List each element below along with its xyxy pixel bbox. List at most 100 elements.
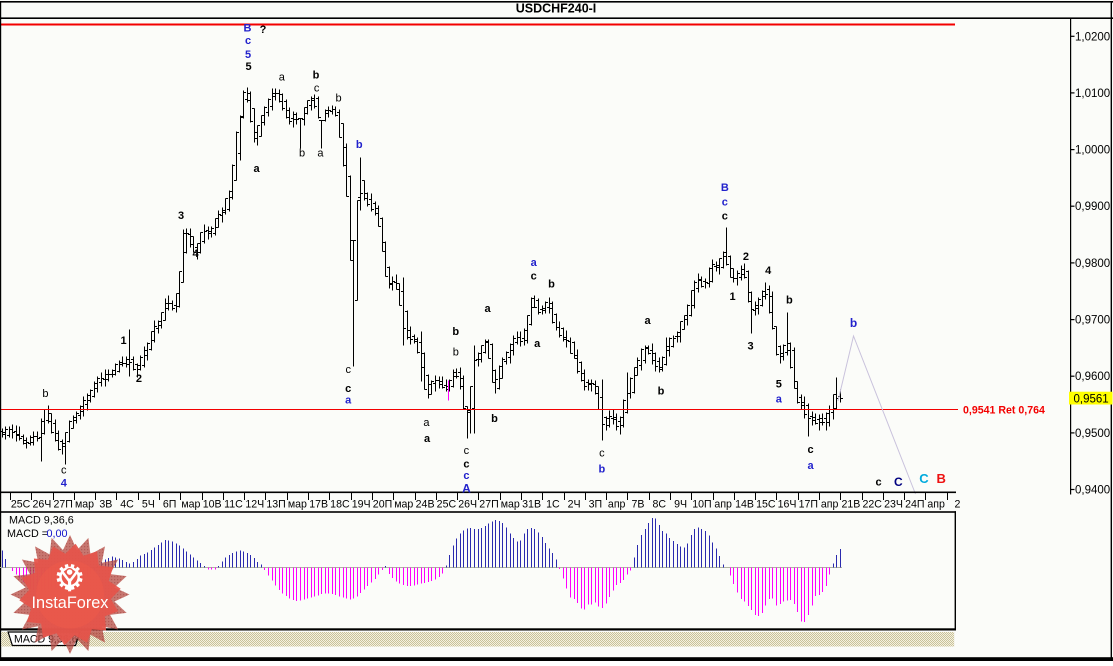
svg-text:5: 5 [245, 49, 251, 61]
svg-text:a: a [808, 460, 815, 472]
svg-text:c: c [463, 459, 469, 471]
svg-text:b: b [658, 386, 665, 398]
svg-text:25С: 25С [437, 499, 457, 511]
svg-text:MACD 9,36,6: MACD 9,36,6 [9, 515, 74, 527]
svg-text:апр: апр [927, 499, 945, 511]
svg-text:c: c [722, 196, 728, 208]
svg-text:a: a [531, 257, 538, 269]
svg-text:B: B [721, 182, 729, 194]
svg-text:c: c [345, 383, 351, 395]
svg-text:a: a [485, 303, 492, 315]
svg-text:c: c [876, 477, 882, 489]
svg-text:a: a [317, 148, 324, 160]
svg-text:0,9800: 0,9800 [1075, 258, 1110, 270]
svg-text:6П: 6П [163, 499, 177, 511]
svg-text:InstaForex: InstaForex [32, 594, 109, 612]
svg-text:0,9541 Ret 0,764: 0,9541 Ret 0,764 [963, 404, 1045, 416]
svg-text:b: b [548, 279, 555, 291]
svg-text:1: 1 [729, 291, 735, 303]
svg-text:5: 5 [245, 61, 251, 73]
svg-text:5: 5 [776, 379, 782, 391]
svg-text:мар: мар [75, 499, 94, 511]
svg-text:2: 2 [954, 499, 960, 511]
svg-text:20П: 20П [373, 499, 392, 511]
svg-text:26Ч: 26Ч [32, 499, 51, 511]
svg-text:b: b [42, 388, 48, 400]
svg-text:c: c [314, 83, 320, 95]
svg-text:c: c [345, 364, 351, 376]
svg-text:24П: 24П [905, 499, 924, 511]
svg-text:1С: 1С [546, 499, 560, 511]
svg-text:b: b [335, 92, 341, 104]
svg-text:мар: мар [288, 499, 307, 511]
svg-text:c: c [463, 470, 469, 482]
svg-text:b: b [313, 69, 320, 81]
svg-text:3: 3 [747, 340, 753, 352]
svg-text:0,00: 0,00 [47, 528, 68, 540]
svg-text:14В: 14В [735, 499, 754, 511]
svg-text:0,9561: 0,9561 [1074, 393, 1109, 405]
svg-text:мар: мар [394, 499, 413, 511]
svg-text:1: 1 [121, 335, 127, 347]
svg-text:B: B [937, 471, 946, 486]
svg-text:b: b [599, 463, 606, 475]
svg-text:10П: 10П [692, 499, 711, 511]
svg-text:b: b [356, 139, 363, 151]
svg-text:0,9500: 0,9500 [1075, 428, 1110, 440]
svg-text:b: b [453, 347, 459, 359]
svg-text:c: c [464, 445, 470, 457]
svg-text:1,0200: 1,0200 [1075, 31, 1110, 43]
svg-text:c: c [531, 270, 537, 282]
svg-text:3: 3 [178, 210, 184, 222]
svg-text:8С: 8С [653, 499, 667, 511]
svg-text:c: c [61, 465, 67, 477]
svg-text:a: a [279, 71, 286, 83]
svg-text:?: ? [260, 24, 267, 36]
svg-text:0,9400: 0,9400 [1075, 485, 1110, 497]
svg-text:17П: 17П [799, 499, 818, 511]
svg-text:18С: 18С [330, 499, 350, 511]
svg-text:a: a [423, 417, 430, 429]
svg-text:4: 4 [765, 265, 772, 277]
svg-text:0,9700: 0,9700 [1075, 315, 1110, 327]
svg-text:15С: 15С [756, 499, 776, 511]
svg-text:12Ч: 12Ч [245, 499, 264, 511]
svg-text:2: 2 [743, 251, 749, 263]
svg-text:9Ч: 9Ч [674, 499, 687, 511]
svg-text:7В: 7В [632, 499, 645, 511]
svg-text:21В: 21В [841, 499, 860, 511]
svg-text:C: C [919, 471, 929, 486]
svg-text:4С: 4С [120, 499, 134, 511]
svg-text:B: B [244, 23, 252, 35]
svg-text:мар: мар [181, 499, 200, 511]
svg-text:16Ч: 16Ч [778, 499, 797, 511]
svg-text:19Ч: 19Ч [352, 499, 371, 511]
svg-text:USDCHF240-I: USDCHF240-I [516, 2, 597, 16]
svg-text:a: a [345, 395, 352, 407]
svg-text:b: b [299, 148, 305, 160]
svg-text:b: b [850, 316, 857, 330]
svg-text:3П: 3П [589, 499, 603, 511]
svg-text:2: 2 [136, 373, 142, 385]
svg-text:a: a [253, 163, 260, 175]
svg-text:11С: 11С [224, 499, 243, 511]
svg-text:27П: 27П [479, 499, 498, 511]
svg-text:a: a [424, 433, 431, 445]
svg-text:27П: 27П [53, 499, 72, 511]
svg-text:апр: апр [608, 499, 626, 511]
svg-text:a: a [645, 315, 652, 327]
svg-text:c: c [808, 444, 814, 456]
svg-text:31В: 31В [522, 499, 541, 511]
svg-text:2Ч: 2Ч [568, 499, 581, 511]
svg-text:23Ч: 23Ч [884, 499, 903, 511]
svg-text:3В: 3В [99, 499, 112, 511]
svg-text:4: 4 [192, 248, 199, 260]
svg-text:25С: 25С [11, 499, 31, 511]
svg-text:a: a [534, 338, 541, 350]
svg-text:5Ч: 5Ч [142, 499, 155, 511]
svg-text:1,0000: 1,0000 [1075, 145, 1110, 157]
svg-text:a: a [776, 394, 783, 406]
svg-text:1,0100: 1,0100 [1075, 88, 1110, 100]
svg-text:мар: мар [501, 499, 520, 511]
svg-text:b: b [452, 326, 459, 338]
